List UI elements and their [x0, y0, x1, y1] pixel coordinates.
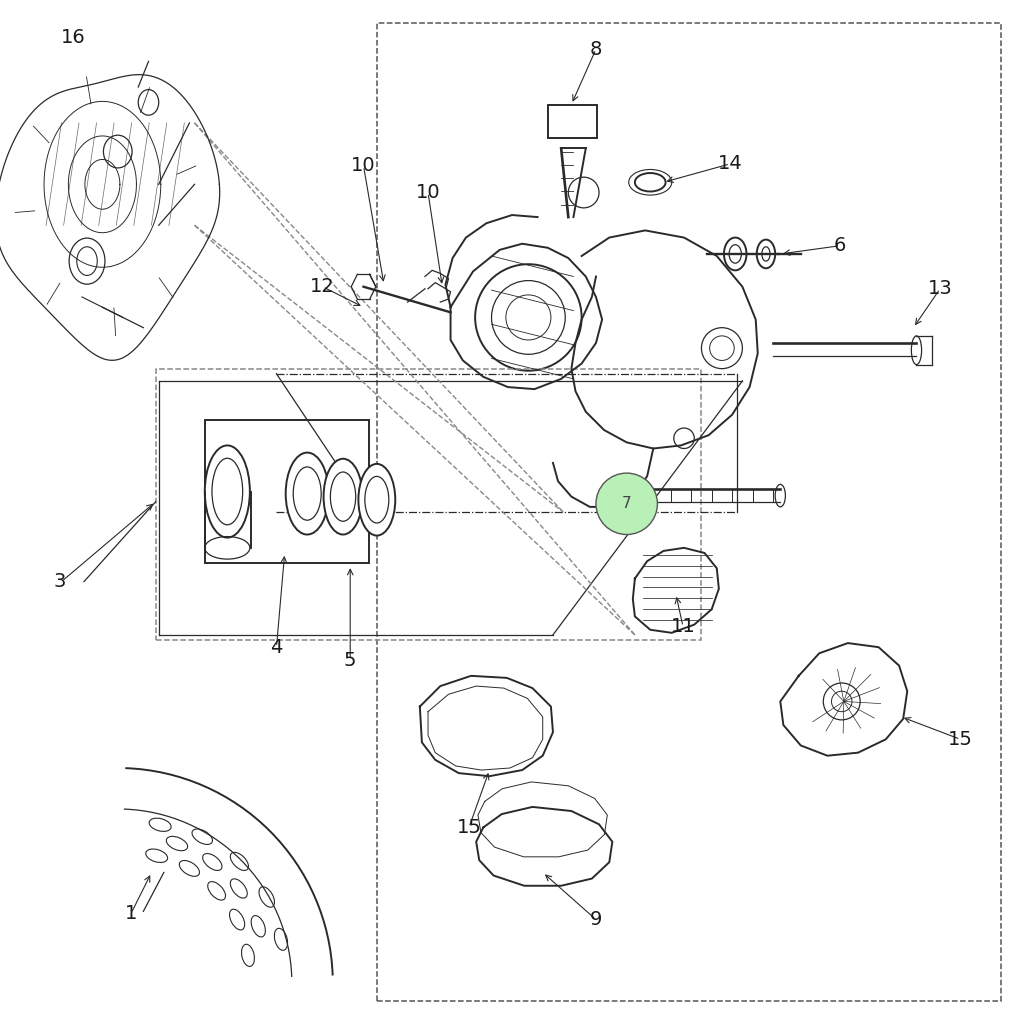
Circle shape [596, 473, 657, 535]
Text: 3: 3 [53, 572, 66, 591]
Text: 7: 7 [622, 497, 632, 511]
Text: 13: 13 [928, 280, 952, 298]
Text: 10: 10 [416, 183, 440, 202]
Text: 16: 16 [61, 29, 86, 47]
Text: 15: 15 [948, 730, 973, 749]
Ellipse shape [358, 464, 395, 536]
Text: 15: 15 [457, 818, 481, 837]
Bar [548, 105, 597, 138]
Text: 11: 11 [671, 617, 695, 636]
Ellipse shape [205, 445, 250, 538]
Text: 5: 5 [344, 651, 356, 670]
Text: 1: 1 [125, 904, 137, 923]
Text: 14: 14 [718, 155, 742, 173]
Text: 10: 10 [351, 157, 376, 175]
Text: 12: 12 [310, 278, 335, 296]
Ellipse shape [324, 459, 362, 535]
Text: 4: 4 [270, 638, 283, 656]
Text: 6: 6 [834, 237, 846, 255]
Text: 8: 8 [590, 40, 602, 58]
Ellipse shape [286, 453, 329, 535]
Text: 9: 9 [590, 910, 602, 929]
